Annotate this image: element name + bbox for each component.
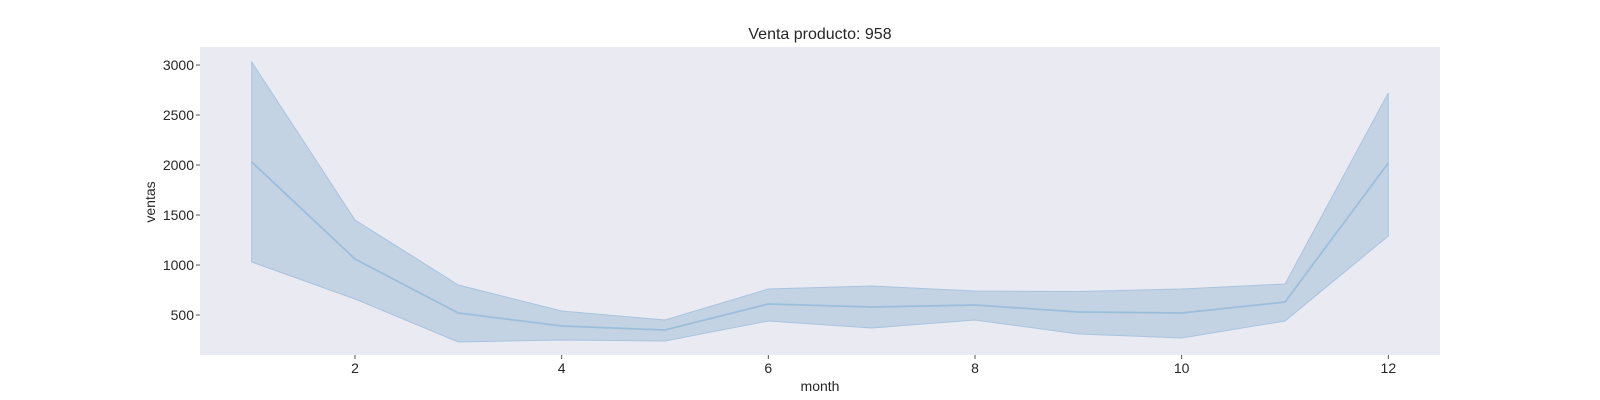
y-axis-label: ventas	[142, 181, 158, 222]
y-tick-label: 3000	[163, 57, 194, 73]
y-tick-label: 500	[171, 307, 195, 323]
y-tick-label: 1500	[163, 207, 194, 223]
y-axis-ticks: 500 1000 1500 2000 2500 3000	[163, 57, 200, 323]
x-tick-label: 12	[1381, 360, 1397, 376]
confidence-band	[251, 60, 1389, 343]
chart-title: Venta producto: 958	[748, 26, 891, 43]
y-tick-label: 2000	[163, 157, 194, 173]
y-tick-label: 1000	[163, 257, 194, 273]
x-tick-label: 6	[764, 360, 772, 376]
x-tick-label: 10	[1174, 360, 1190, 376]
x-tick-label: 8	[971, 360, 979, 376]
x-tick-label: 4	[558, 360, 566, 376]
x-axis-label: month	[801, 378, 840, 394]
x-tick-label: 2	[351, 360, 359, 376]
y-tick-label: 2500	[163, 107, 194, 123]
series-line	[251, 161, 1390, 331]
x-axis-ticks: 2 4 6 8 10 12	[351, 355, 1396, 376]
